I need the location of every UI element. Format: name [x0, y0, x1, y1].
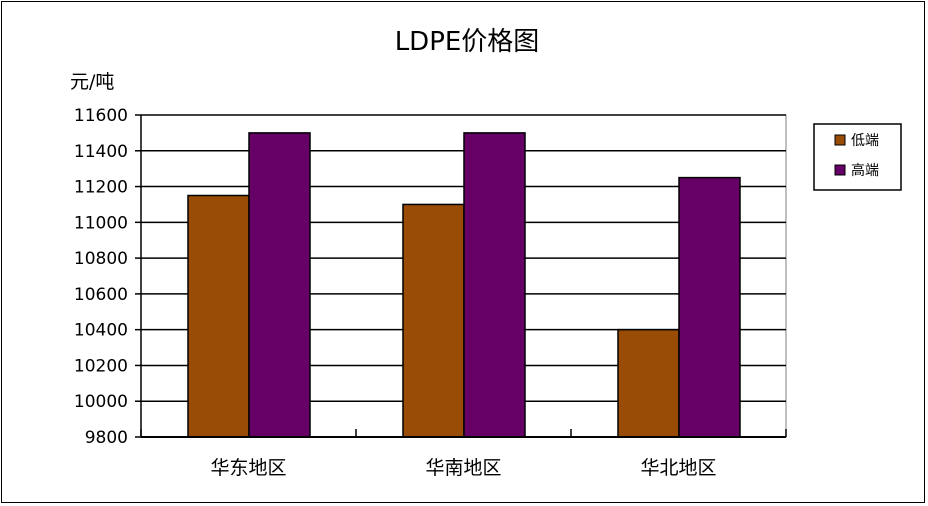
y-tick-label: 10800 — [74, 249, 128, 269]
y-tick-label: 10400 — [74, 321, 128, 341]
x-category-labels: 华东地区 华南地区 华北地区 — [210, 457, 716, 479]
y-axis-unit-label: 元/吨 — [70, 71, 114, 93]
legend-swatch-high — [834, 164, 846, 176]
bars — [187, 132, 741, 438]
bar-high-2 — [678, 176, 741, 438]
legend-swatch-low — [834, 134, 846, 146]
x-category-label: 华北地区 — [640, 457, 716, 479]
y-tick-label: 11400 — [74, 142, 128, 162]
bar-high-0 — [248, 132, 311, 438]
bar-high-1 — [463, 132, 526, 438]
bar-low-0 — [187, 194, 250, 438]
axes — [140, 115, 787, 438]
y-tick-label: 9800 — [85, 428, 128, 448]
bar-low-2 — [617, 328, 680, 438]
legend-box — [813, 123, 902, 191]
y-tick-label: 11200 — [74, 178, 128, 198]
y-tick-label: 11000 — [74, 213, 128, 233]
y-tick-label: 10200 — [74, 356, 128, 376]
y-tick-label: 10000 — [74, 392, 128, 412]
bar-low-1 — [402, 203, 465, 438]
y-tick-label: 10600 — [74, 285, 128, 305]
x-category-label: 华东地区 — [210, 457, 286, 479]
legend-label-high: 高端 — [851, 162, 879, 179]
legend-label-low: 低端 — [851, 133, 879, 149]
y-tick-label: 11600 — [74, 106, 128, 126]
chart-title: LDPE价格图 — [395, 27, 540, 57]
x-category-label: 华南地区 — [425, 457, 501, 479]
y-tick-labels: 9800 10000 10200 10400 10600 10800 11000 11200 1… — [74, 106, 128, 448]
